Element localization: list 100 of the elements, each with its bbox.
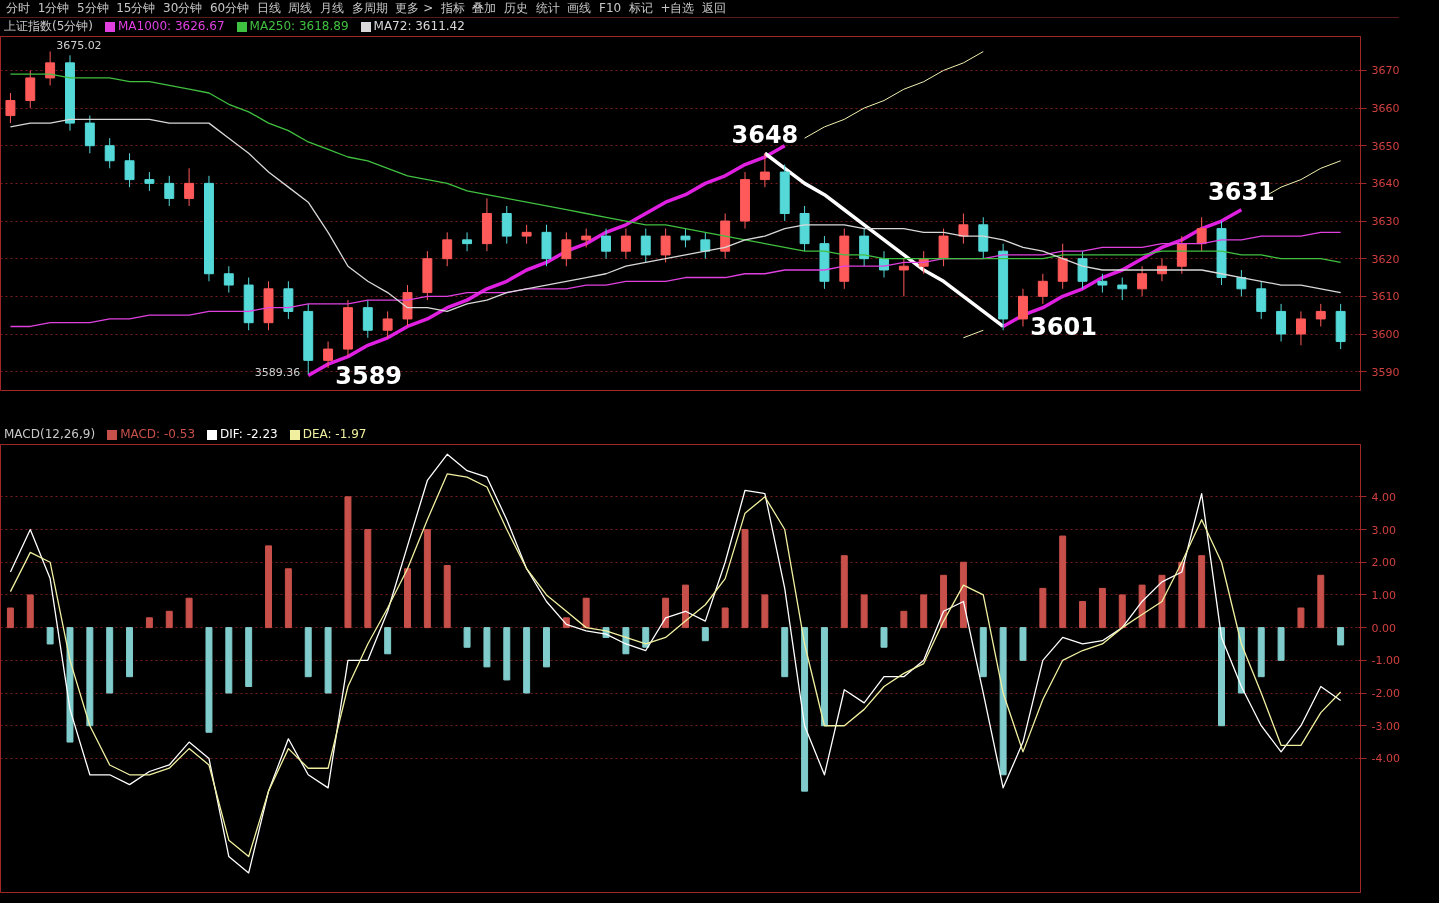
bar xyxy=(1098,587,1106,629)
bar xyxy=(741,529,749,629)
candlestick xyxy=(958,213,969,245)
candlestick xyxy=(859,228,870,267)
bar xyxy=(46,627,54,645)
bar xyxy=(443,564,451,629)
bar xyxy=(344,496,352,629)
bar xyxy=(999,627,1007,776)
candlestick xyxy=(442,231,453,267)
candlestick xyxy=(124,152,135,188)
line-series xyxy=(804,51,984,139)
y-tick-label: 3630 xyxy=(1371,215,1400,229)
candlestick xyxy=(1057,243,1068,290)
candlestick xyxy=(1256,280,1267,320)
bar xyxy=(1297,607,1305,629)
y-tick-label: 1.00 xyxy=(1371,588,1396,602)
y-tick-label: 3640 xyxy=(1371,177,1400,191)
bar xyxy=(860,594,868,629)
bar xyxy=(761,594,769,629)
bar xyxy=(503,627,511,681)
bar xyxy=(304,627,312,678)
candlestick xyxy=(1315,303,1326,327)
chart-title: MACD(12,26,9) xyxy=(4,426,96,443)
bar xyxy=(1158,574,1166,629)
bar xyxy=(145,617,153,629)
bar xyxy=(1277,627,1285,661)
candlestick xyxy=(1295,310,1306,346)
line-series xyxy=(763,151,1005,329)
bar xyxy=(781,627,789,678)
bar xyxy=(1039,587,1047,629)
bar xyxy=(225,627,233,694)
bar xyxy=(284,568,292,629)
bar xyxy=(1257,627,1265,678)
y-tick-label: -3.00 xyxy=(1371,719,1400,733)
candlestick xyxy=(164,175,175,207)
y-tick-label: 3620 xyxy=(1371,252,1400,266)
candlestick xyxy=(601,228,612,260)
y-tick-label: 3.00 xyxy=(1371,523,1396,537)
bar xyxy=(26,594,34,629)
bar xyxy=(523,627,531,694)
candlestick xyxy=(1137,265,1148,297)
bar xyxy=(463,627,471,648)
bar xyxy=(205,627,213,733)
candlestick xyxy=(1276,303,1287,343)
legend-label: DEA: -1.97 xyxy=(301,426,367,443)
bar xyxy=(165,610,173,629)
bar xyxy=(6,607,14,629)
bar xyxy=(681,584,689,629)
bar xyxy=(840,555,848,629)
bar xyxy=(324,627,332,694)
candlestick xyxy=(759,152,770,188)
candlestick xyxy=(581,228,592,248)
bar xyxy=(543,627,550,668)
annotation: 3589 xyxy=(335,362,403,391)
bar xyxy=(1079,600,1087,629)
legend-label: MA250: 3618.89 xyxy=(248,18,349,35)
annotation: 3648 xyxy=(731,121,799,150)
candlestick xyxy=(1097,273,1108,294)
line-series xyxy=(9,118,1342,313)
bar xyxy=(1218,627,1225,727)
bar xyxy=(106,627,114,694)
candlestick xyxy=(1018,288,1028,327)
bar xyxy=(404,568,411,629)
candlestick xyxy=(45,50,56,86)
chart-subtitle: 分时 1分钟 5分钟 15分钟 30分钟 60分钟 日线 周线 月线 多周期 更多 > 指标 叠加 历史 统计 画线 F10 标记 +自选 返回 xyxy=(0,0,1399,19)
candlestick xyxy=(898,258,909,297)
candlestick xyxy=(700,231,711,260)
candlestick xyxy=(561,231,572,267)
bar xyxy=(1059,535,1067,629)
annotation: 3631 xyxy=(1207,177,1275,206)
bar xyxy=(721,607,729,629)
annotation: 3675.02 xyxy=(56,39,102,53)
candlestick xyxy=(184,167,195,207)
y-tick-label: -4.00 xyxy=(1371,752,1400,766)
y-tick-label: 2.00 xyxy=(1371,556,1396,570)
y-tick-label: 3650 xyxy=(1371,139,1400,153)
candlestick xyxy=(1236,269,1247,297)
candlestick xyxy=(84,115,95,154)
candlestick xyxy=(620,228,631,260)
candlestick xyxy=(501,205,512,245)
bar xyxy=(483,627,491,668)
bar xyxy=(185,597,193,629)
bar xyxy=(1198,555,1206,629)
bar xyxy=(662,597,670,629)
bar xyxy=(1317,574,1325,629)
bar xyxy=(900,610,908,629)
candlestick xyxy=(144,171,155,192)
y-tick-label: -2.00 xyxy=(1371,687,1400,701)
candlestick xyxy=(640,228,651,263)
bar xyxy=(642,627,650,648)
y-tick-label: 3670 xyxy=(1371,64,1400,78)
candlestick xyxy=(938,228,949,267)
bar xyxy=(801,627,809,792)
y-tick-label: 3590 xyxy=(1371,365,1400,379)
bar xyxy=(920,594,928,629)
y-tick-label: 3610 xyxy=(1371,290,1400,304)
y-tick-label: 3600 xyxy=(1371,328,1400,342)
candlestick xyxy=(283,280,294,320)
bar xyxy=(384,627,392,655)
y-tick-label: 3660 xyxy=(1371,102,1400,116)
